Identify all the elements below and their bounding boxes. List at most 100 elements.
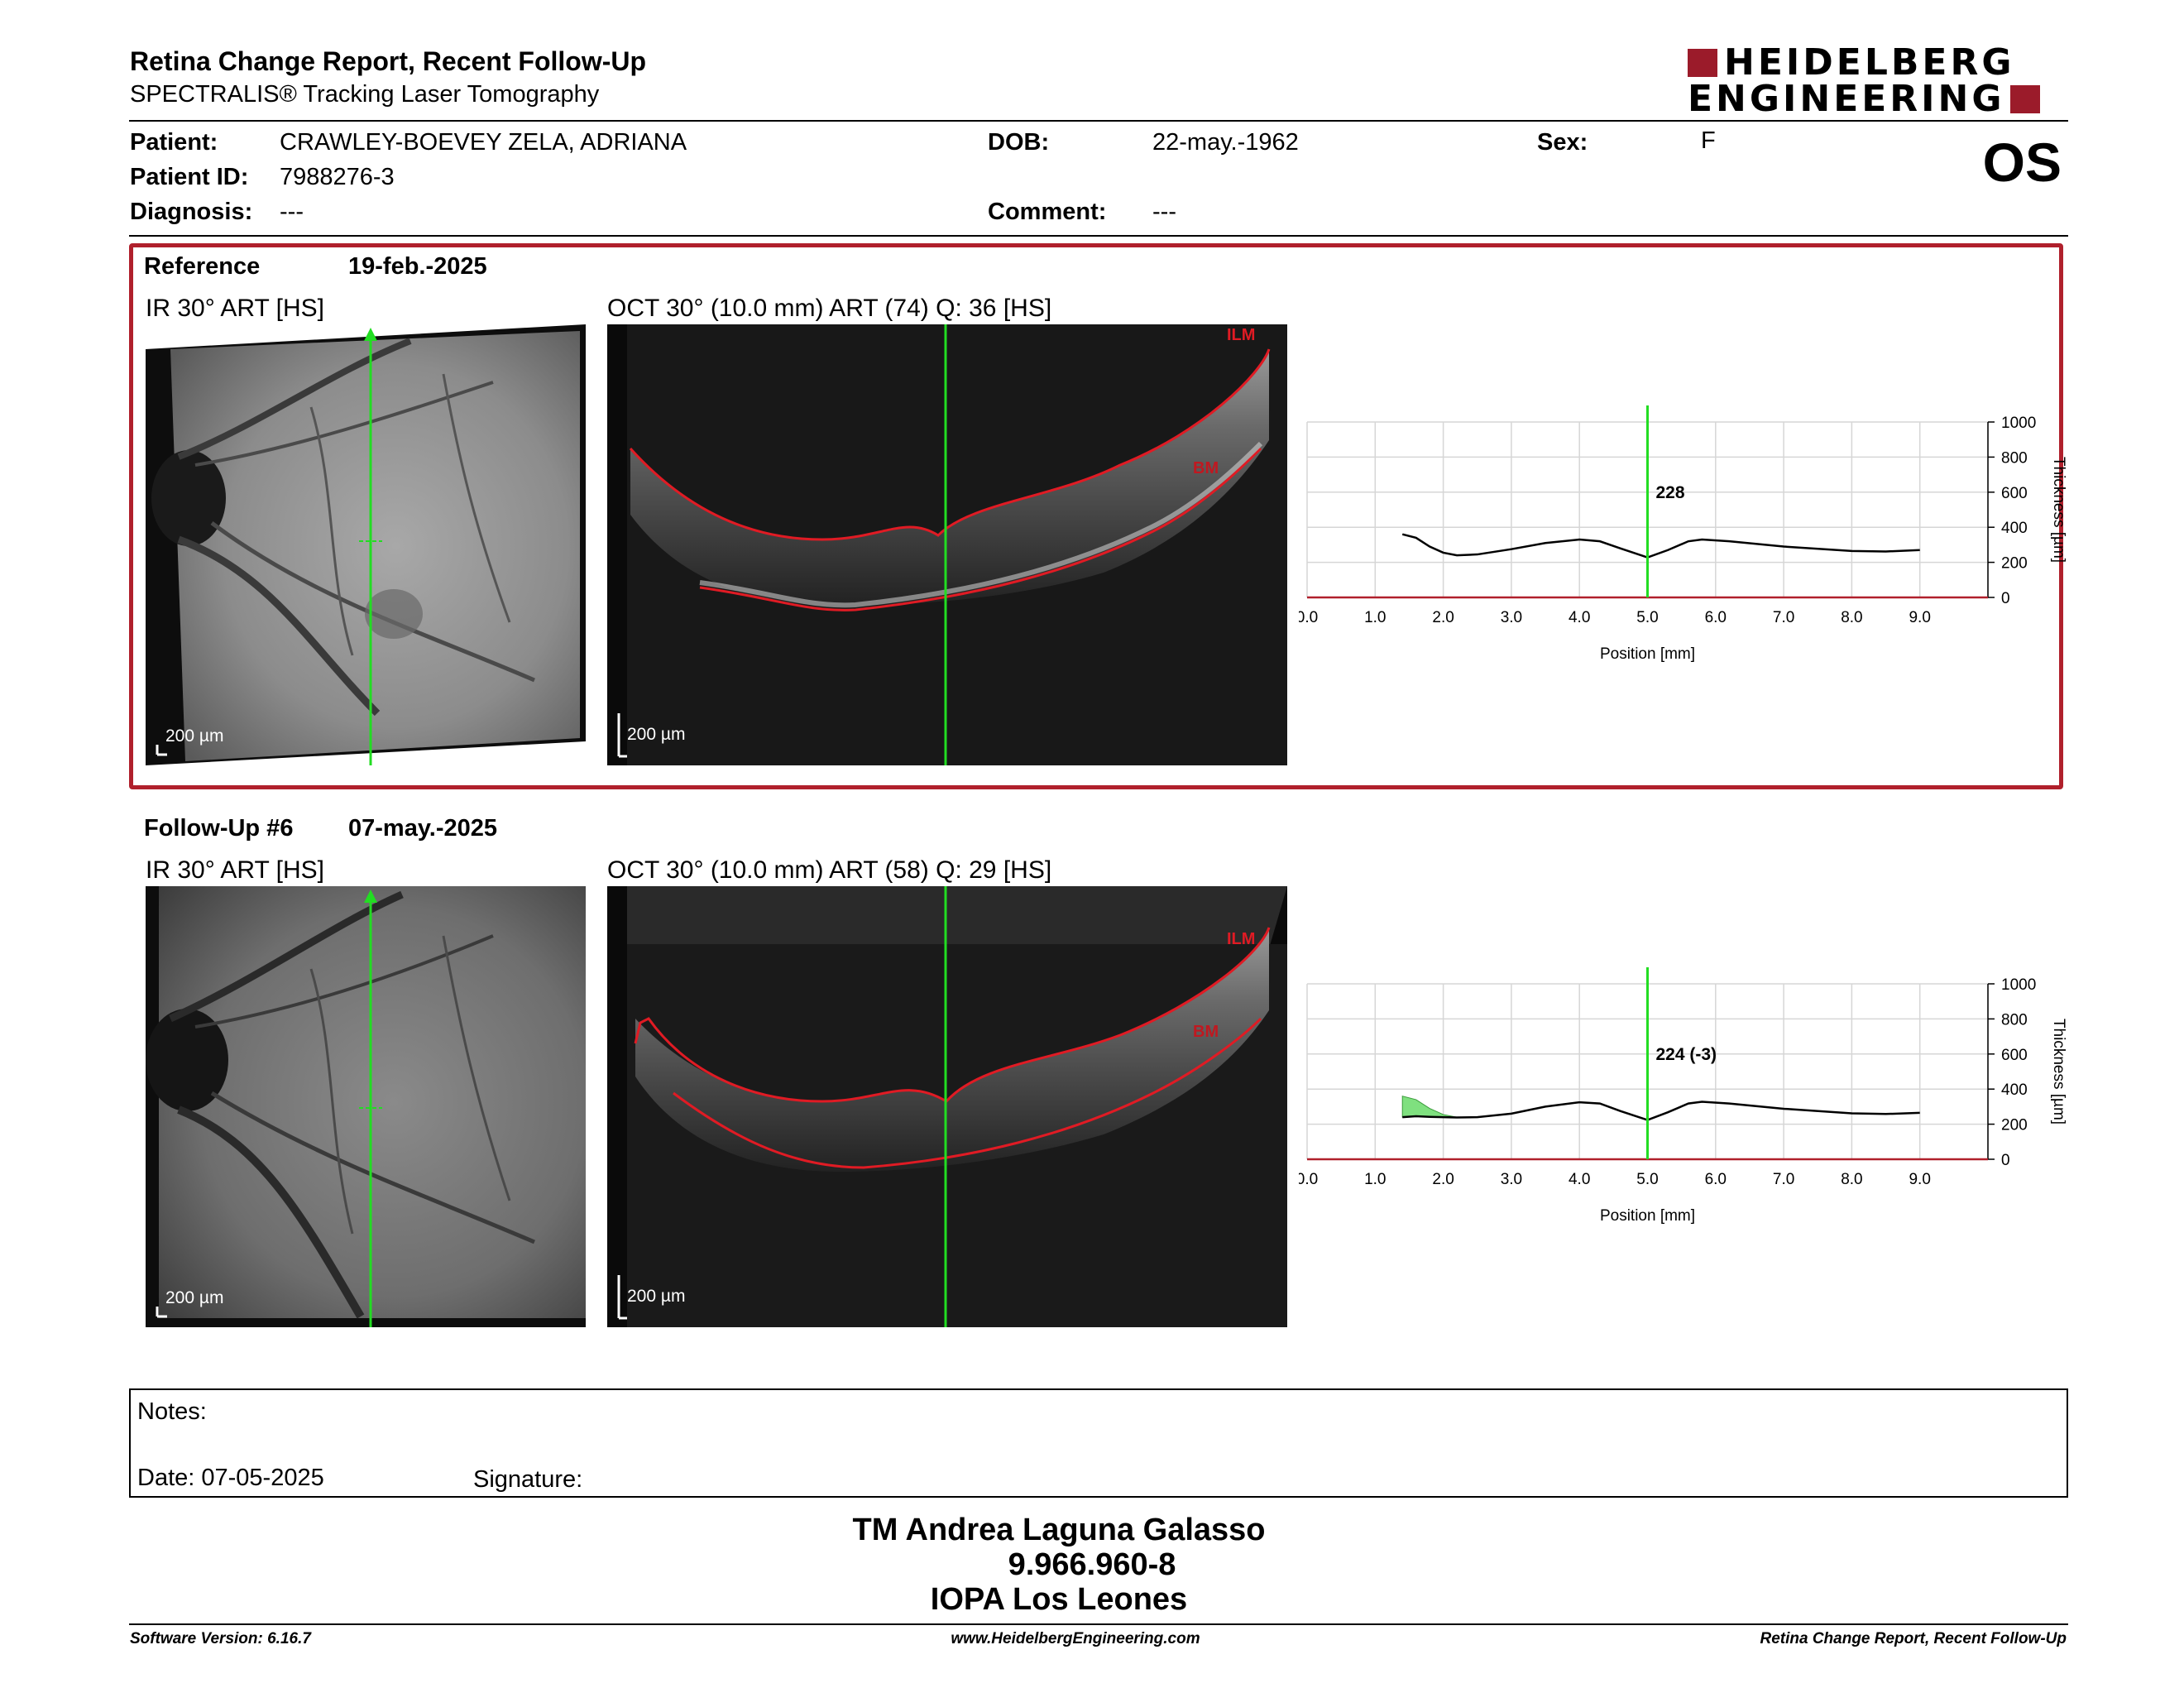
reference-date: 19-feb.-2025 bbox=[348, 253, 487, 280]
diagnosis-label: Diagnosis: bbox=[130, 199, 253, 225]
x-tick-label: 1.0 bbox=[1364, 609, 1386, 626]
followup-ir-scale: 200 µm bbox=[165, 1288, 224, 1307]
x-tick-label: 5.0 bbox=[1636, 1171, 1658, 1188]
signer-institution: IOPA Los Leones bbox=[930, 1582, 1188, 1617]
y-tick-label: 600 bbox=[2001, 1047, 2028, 1064]
reference-bm-label: BM bbox=[1193, 459, 1219, 477]
followup-bm-label: BM bbox=[1193, 1023, 1219, 1041]
software-version: Software Version: 6.16.7 bbox=[130, 1630, 311, 1647]
logo-line1: HEIDELBERG bbox=[1724, 41, 2015, 84]
y-axis-label: Thickness [µm] bbox=[2050, 1019, 2067, 1125]
reference-oct-title: OCT 30° (10.0 mm) ART (74) Q: 36 [HS] bbox=[607, 295, 1052, 322]
reference-thickness-chart: 0 200 400 600 800 1000 0.0 1.0 2.0 3.0 4.0 5.0 6.0 7.… bbox=[1296, 405, 2076, 679]
header-divider bbox=[129, 120, 2068, 122]
y-tick-label: 800 bbox=[2001, 1011, 2028, 1029]
x-axis-label: Position [mm] bbox=[1600, 645, 1695, 663]
y-tick-label: 1000 bbox=[2001, 976, 2036, 994]
y-tick-label: 400 bbox=[2001, 1081, 2028, 1099]
footer-report-name: Retina Change Report, Recent Follow-Up bbox=[1760, 1630, 2067, 1647]
diagnosis-value: --- bbox=[280, 199, 304, 225]
reference-thickness-svg: 0 200 400 600 800 1000 0.0 1.0 2.0 3.0 4.0 5.0 6.0 7.… bbox=[1296, 405, 2067, 663]
x-tick-label: 2.0 bbox=[1432, 609, 1454, 626]
dob-value: 22-may.-1962 bbox=[1152, 129, 1299, 156]
followup-ilm-label: ILM bbox=[1227, 930, 1255, 948]
footer-divider bbox=[129, 1623, 2068, 1625]
notes-label: Notes: bbox=[137, 1398, 207, 1425]
marker-value-label: 228 bbox=[1656, 483, 1685, 502]
followup-oct-scale: 200 µm bbox=[627, 1287, 686, 1306]
x-tick-label: 7.0 bbox=[1773, 1171, 1794, 1188]
thickness-series-line bbox=[1401, 533, 1920, 559]
x-tick-label: 2.0 bbox=[1432, 1171, 1454, 1188]
followup-oct-image: ILM BM 200 µm bbox=[607, 886, 1287, 1327]
followup-oct-svg: ILM BM bbox=[607, 886, 1287, 1327]
reference-oct-image: ILM BM 200 µm bbox=[607, 324, 1287, 765]
followup-date: 07-may.-2025 bbox=[348, 815, 498, 842]
y-tick-label: 200 bbox=[2001, 555, 2028, 573]
patient-id-label: Patient ID: bbox=[130, 164, 249, 190]
x-tick-label: 5.0 bbox=[1636, 609, 1658, 626]
signer-id: 9.966.960-8 bbox=[1008, 1547, 1176, 1582]
patient-label: Patient: bbox=[130, 129, 218, 156]
y-tick-label: 800 bbox=[2001, 449, 2028, 467]
logo-square-icon bbox=[1688, 49, 1717, 77]
report-title: Retina Change Report, Recent Follow-Up bbox=[130, 46, 647, 76]
x-tick-label: 7.0 bbox=[1773, 609, 1794, 626]
website-link[interactable]: www.HeidelbergEngineering.com bbox=[951, 1630, 1200, 1647]
x-tick-label: 6.0 bbox=[1705, 1171, 1727, 1188]
followup-thickness-chart: 0 200 400 600 800 1000 0.0 1.0 2.0 3.0 4.0 5.0 6.0 7.… bbox=[1296, 967, 2076, 1240]
x-tick-label: 8.0 bbox=[1841, 609, 1862, 626]
reference-oct-svg: ILM BM bbox=[607, 324, 1287, 765]
logo-line2: ENGINEERING bbox=[1688, 78, 2005, 120]
followup-fundus-svg bbox=[146, 886, 586, 1327]
x-tick-label: 4.0 bbox=[1569, 1171, 1590, 1188]
y-tick-label: 400 bbox=[2001, 520, 2028, 537]
comment-value: --- bbox=[1152, 199, 1176, 225]
x-axis-label: Position [mm] bbox=[1600, 1207, 1695, 1225]
patient-id: 7988276-3 bbox=[280, 164, 395, 190]
x-tick-label: 9.0 bbox=[1909, 1171, 1930, 1188]
x-tick-label: 3.0 bbox=[1501, 1171, 1522, 1188]
x-tick-label: 9.0 bbox=[1909, 609, 1930, 626]
reference-fundus-svg bbox=[146, 324, 586, 765]
y-axis-label: Thickness [µm] bbox=[2050, 457, 2067, 563]
patient-divider bbox=[129, 235, 2068, 237]
y-tick-label: 600 bbox=[2001, 485, 2028, 502]
y-tick-label: 0 bbox=[2001, 1152, 2010, 1169]
notes-box[interactable]: Notes: Date: 07-05-2025 Signature: bbox=[129, 1388, 2068, 1498]
comment-label: Comment: bbox=[988, 199, 1107, 225]
sex-label: Sex: bbox=[1537, 129, 1588, 156]
reference-ir-scale: 200 µm bbox=[165, 727, 224, 746]
signer-name: TM Andrea Laguna Galasso bbox=[852, 1513, 1266, 1547]
reference-oct-scale: 200 µm bbox=[627, 725, 686, 744]
marker-value-label: 224 (-3) bbox=[1656, 1045, 1717, 1064]
x-tick-label: 8.0 bbox=[1841, 1171, 1862, 1188]
patient-name: CRAWLEY-BOEVEY ZELA, ADRIANA bbox=[280, 129, 687, 156]
x-tick-label: 4.0 bbox=[1569, 609, 1590, 626]
eye-indicator: OS bbox=[1982, 132, 2062, 193]
x-tick-label: 0.0 bbox=[1299, 609, 1318, 626]
x-tick-label: 3.0 bbox=[1501, 609, 1522, 626]
signature-label: Signature: bbox=[473, 1466, 583, 1493]
reference-ir-image: 200 µm bbox=[146, 324, 586, 765]
followup-label: Follow-Up #6 bbox=[144, 815, 294, 842]
x-tick-label: 0.0 bbox=[1299, 1171, 1318, 1188]
dob-label: DOB: bbox=[988, 129, 1050, 156]
thickness-increase-area bbox=[1401, 1096, 1458, 1119]
y-tick-label: 200 bbox=[2001, 1117, 2028, 1134]
reference-ir-title: IR 30° ART [HS] bbox=[146, 295, 324, 322]
y-tick-label: 0 bbox=[2001, 590, 2010, 607]
device-subtitle: SPECTRALIS® Tracking Laser Tomography bbox=[130, 81, 600, 108]
reference-ilm-label: ILM bbox=[1227, 326, 1255, 344]
followup-ir-title: IR 30° ART [HS] bbox=[146, 856, 324, 884]
reference-label: Reference bbox=[144, 253, 261, 280]
y-tick-label: 1000 bbox=[2001, 415, 2036, 432]
followup-ir-image: 200 µm bbox=[146, 886, 586, 1327]
logo-square-icon bbox=[2009, 85, 2040, 113]
x-tick-label: 1.0 bbox=[1364, 1171, 1386, 1188]
reference-frame bbox=[129, 243, 2063, 789]
sex-value: F bbox=[1701, 127, 1716, 154]
followup-oct-title: OCT 30° (10.0 mm) ART (58) Q: 29 [HS] bbox=[607, 856, 1052, 884]
x-tick-label: 6.0 bbox=[1705, 609, 1727, 626]
notes-date: Date: 07-05-2025 bbox=[137, 1465, 324, 1491]
